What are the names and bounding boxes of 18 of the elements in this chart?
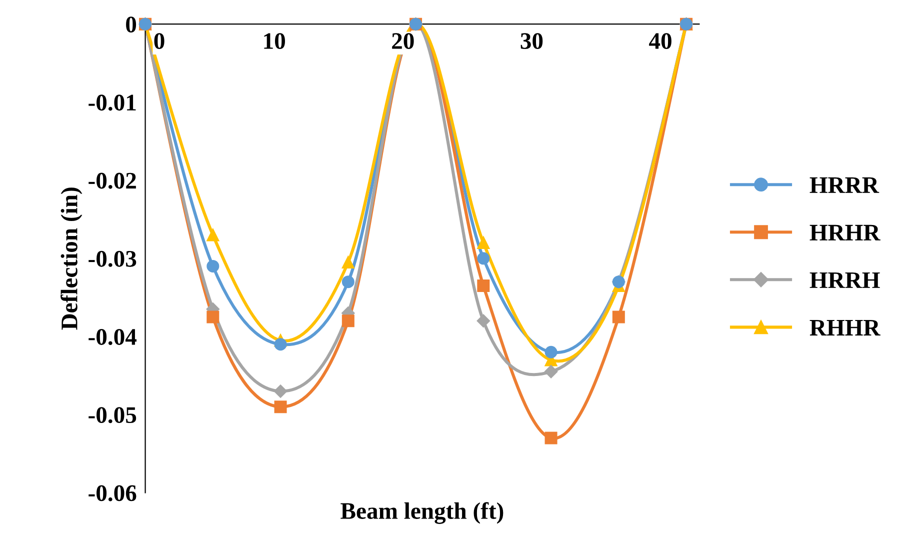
x-tick-label: 40 xyxy=(649,33,672,50)
y-tick-label: 0 xyxy=(126,16,136,32)
y-tick-label: -0.04 xyxy=(88,329,137,346)
y-tick-label: -0.05 xyxy=(88,407,136,424)
legend-label: HRHR xyxy=(810,224,880,240)
y-tick-label: -0.01 xyxy=(88,94,136,111)
legend-label: RHHR xyxy=(810,320,880,336)
y-tick-label: -0.02 xyxy=(88,172,136,189)
y-tick-label: -0.03 xyxy=(88,250,136,267)
x-tick-label: 0 xyxy=(154,33,164,50)
x-axis-title: Beam length (ft) xyxy=(340,502,504,524)
x-tick-label: 30 xyxy=(520,33,543,50)
legend-label: HRRH xyxy=(810,272,880,288)
legend-label: HRRR xyxy=(810,177,880,193)
y-axis-title: Deflection (in) xyxy=(60,188,82,330)
x-tick-label: 10 xyxy=(264,33,285,50)
y-tick-label: -0.06 xyxy=(88,485,136,502)
x-tick-label: 20 xyxy=(392,33,414,50)
